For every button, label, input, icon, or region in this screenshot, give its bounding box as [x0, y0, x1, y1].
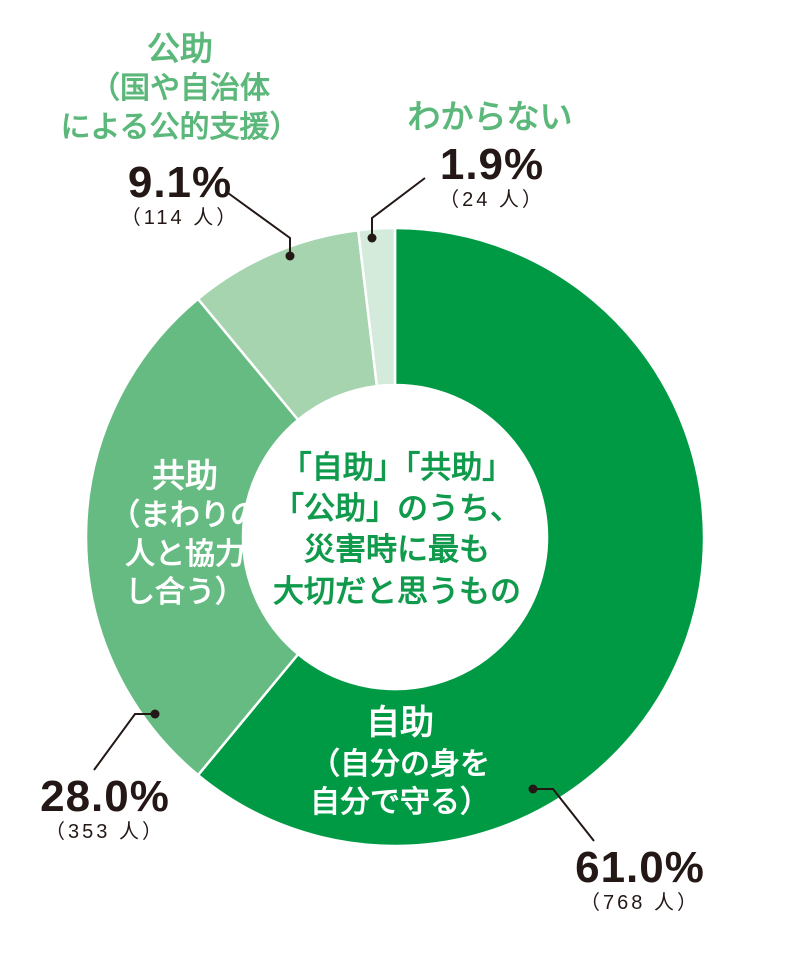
count-value: （114 人） — [120, 207, 240, 230]
leader-kyojo — [93, 713, 155, 771]
leader-unknown — [371, 177, 426, 238]
chart-title-line: 「公助」のうち、 — [273, 491, 521, 528]
slice-desc: による公的支援） — [60, 109, 300, 145]
percent-value: 1.9% — [439, 140, 545, 189]
slice-name: 共助 — [152, 456, 218, 495]
leader-jijo-dot — [528, 784, 538, 794]
leader-unknown-dot — [367, 233, 377, 243]
slice-name: 公助 — [147, 29, 213, 68]
percent-label-kyojo: 28.0% （353 人） — [20, 772, 190, 844]
slice-desc: （まわりの — [110, 498, 260, 534]
slice-kyojo — [84, 297, 300, 777]
leader-jijo — [533, 788, 595, 842]
slice-label-jijo: 自助 （自分の身を 自分で守る） — [300, 702, 500, 822]
slice-unknown — [356, 226, 397, 388]
leader-kyojo-dot — [150, 709, 160, 719]
slice-desc: （国や自治体 — [90, 71, 270, 107]
percent-label-unknown: 1.9% （24 人） — [412, 140, 572, 212]
count-value: （24 人） — [439, 189, 545, 212]
chart-title-line: 災害時に最も — [304, 532, 490, 569]
percent-label-jijo: 61.0% （768 人） — [550, 843, 730, 915]
percent-value: 61.0% — [575, 843, 705, 892]
slice-label-unknown: わからない — [385, 96, 595, 138]
slice-desc: 人と協力 — [125, 536, 245, 572]
count-value: （353 人） — [45, 821, 165, 844]
percent-value: 9.1% — [127, 158, 233, 207]
count-value: （768 人） — [580, 892, 700, 915]
slice-name: 自助 — [366, 703, 434, 743]
leader-kojo-dot — [285, 251, 295, 261]
chart-title-line: 大切だと思うもの — [273, 573, 521, 610]
slice-desc: し合う） — [125, 575, 245, 611]
chart-title-line: 「自助」「共助」 — [280, 450, 514, 486]
slice-name: わからない — [407, 97, 573, 136]
chart-title: 「自助」「共助」 「公助」のうち、 災害時に最も 大切だと思うもの — [258, 448, 536, 613]
leader-kojo — [227, 192, 291, 256]
slice-label-kojo: 公助 （国や自治体 による公的支援） — [55, 28, 305, 147]
slice-desc: （自分の身を — [310, 746, 490, 782]
slice-desc: 自分で守る） — [310, 784, 490, 820]
percent-value: 28.0% — [40, 772, 170, 821]
percent-label-kojo: 9.1% （114 人） — [100, 158, 260, 230]
slice-jijo — [196, 226, 706, 848]
slice-label-kyojo: 共助 （まわりの 人と協力 し合う） — [100, 455, 270, 612]
